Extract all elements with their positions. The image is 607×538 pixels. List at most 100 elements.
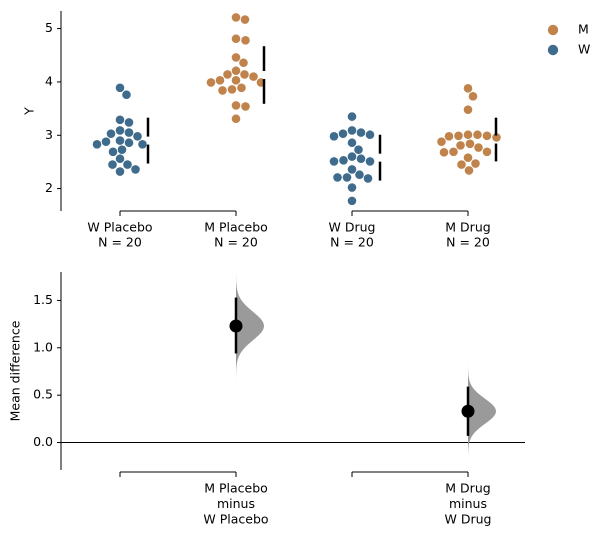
swarm-point (439, 147, 449, 158)
swarm-point (473, 142, 484, 153)
swarm-point (124, 137, 134, 148)
y-tick-label: 2 (45, 180, 53, 195)
swarm-point (465, 138, 475, 149)
x-tick-label: minus (217, 496, 255, 511)
swarm-point (482, 146, 492, 157)
swarm-point (231, 75, 241, 86)
swarm-point (231, 52, 241, 63)
x-tick-label: W Placebo (87, 220, 152, 235)
swarm-point (92, 139, 102, 150)
swarm-point (342, 172, 352, 183)
swarm-point (215, 75, 225, 86)
y-tick-label: 4 (45, 73, 53, 88)
swarm-point (117, 144, 127, 155)
swarm-point (463, 129, 473, 140)
x-tick-count: N = 20 (214, 235, 258, 250)
x-tick-label: W Drug (329, 220, 376, 235)
swarm-point (124, 127, 134, 138)
y-tick-label: 1.5 (33, 292, 53, 307)
swarm-point (455, 140, 466, 151)
swarm-point (115, 135, 125, 146)
swarm-point (453, 130, 464, 141)
y-axis-label: Y (22, 107, 37, 116)
swarm-point (347, 151, 357, 162)
swarm-point (240, 101, 251, 112)
swarm-point (231, 65, 241, 76)
legend-marker (547, 44, 559, 56)
swarm-point (329, 156, 339, 167)
swarm-point (115, 166, 125, 177)
swarm-point (107, 159, 118, 170)
swarm-point (115, 153, 125, 164)
swarm-point (238, 57, 249, 68)
x-tick-label: W Drug (445, 512, 492, 527)
swarm-point (463, 104, 473, 115)
y-tick-label: 1.0 (33, 339, 53, 354)
swarm-point (231, 33, 241, 44)
swarm-point (347, 125, 357, 136)
swarm-point (464, 165, 474, 176)
swarm-point (456, 159, 467, 170)
swarm-point (231, 100, 241, 111)
swarm-point (115, 82, 125, 93)
x-tick-label: M Drug (445, 481, 490, 496)
swarm-point (472, 129, 483, 140)
swarm-point (239, 69, 250, 80)
swarm-point (354, 169, 365, 180)
swarm-point (206, 77, 216, 88)
x-tick-count: N = 20 (446, 235, 490, 250)
swarm-point (240, 14, 250, 25)
swarm-point (217, 85, 228, 96)
swarm-point (227, 84, 237, 95)
y-tick-label: 0.0 (33, 434, 53, 449)
swarm-point (347, 195, 357, 206)
swarm-point (347, 111, 357, 122)
swarm-point (132, 131, 143, 142)
x-tick-label: minus (449, 496, 487, 511)
swarm-point (365, 129, 375, 140)
swarm-point (329, 131, 339, 142)
swarm-point (448, 146, 459, 157)
swarm-point (121, 89, 132, 100)
swarm-point (470, 158, 481, 169)
y-tick-label: 5 (45, 20, 53, 35)
swarm-point (468, 91, 478, 102)
x-tick-label: M Placebo (204, 220, 268, 235)
swarm-point (130, 164, 141, 175)
x-tick-label: M Placebo (204, 481, 268, 496)
swarm-point (347, 164, 357, 175)
effect-point (229, 319, 243, 333)
swarm-point (248, 71, 259, 82)
swarm-point (124, 117, 134, 128)
swarm-point (338, 155, 349, 166)
swarm-point (106, 128, 116, 139)
swarm-point (347, 137, 357, 148)
y-axis-label: Mean difference (8, 320, 23, 421)
y-tick-label: 3 (45, 127, 53, 142)
x-tick-count: N = 20 (330, 235, 374, 250)
legend-label: M (578, 22, 589, 37)
swarm-point (347, 182, 357, 193)
bootstrap-distribution (236, 268, 264, 384)
swarm-point (108, 146, 118, 157)
effect-point (461, 404, 475, 418)
swarm-point (353, 144, 364, 155)
x-tick-label: M Drug (445, 220, 490, 235)
swarm-point (365, 156, 375, 167)
swarm-point (482, 130, 492, 141)
swarm-point (137, 139, 148, 150)
bootstrap-distribution (468, 360, 496, 462)
swarm-point (115, 125, 125, 136)
y-tick-label: 0.5 (33, 387, 53, 402)
swarm-point (231, 12, 241, 23)
swarm-point (338, 128, 348, 139)
swarm-point (240, 35, 251, 46)
swarm-point (436, 136, 447, 147)
legend-label: W (578, 42, 590, 57)
swarm-point (463, 83, 473, 94)
legend-marker (547, 24, 559, 36)
swarm-point (463, 152, 473, 163)
x-tick-label: W Placebo (203, 512, 268, 527)
